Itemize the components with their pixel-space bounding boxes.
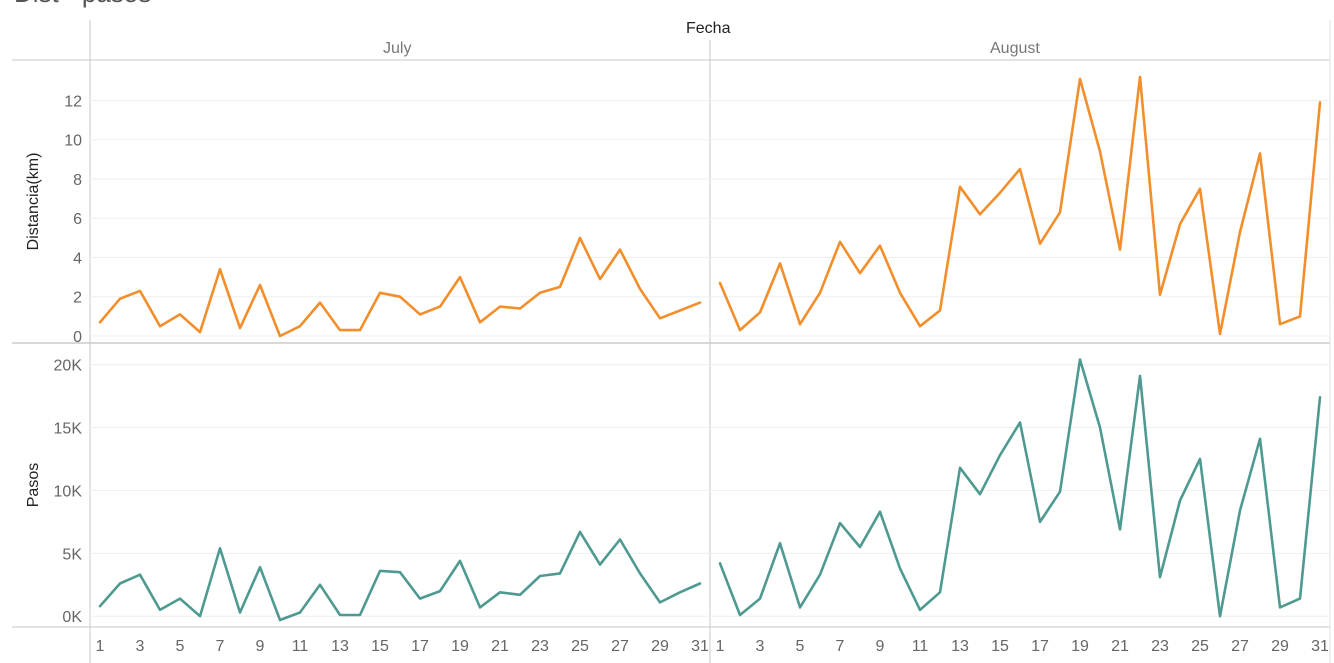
y-tick-label-distanciakm: 12 [64, 93, 82, 110]
x-tick-label-august: 9 [876, 638, 885, 655]
x-tick-label-august: 31 [1311, 638, 1329, 655]
y-tick-label-pasos: 15K [54, 420, 83, 437]
x-tick-label-july: 5 [176, 638, 185, 655]
x-tick-label-august: 11 [912, 638, 929, 655]
x-tick-label-july: 17 [411, 638, 429, 655]
x-tick-label-august: 29 [1271, 638, 1289, 655]
x-tick-label-august: 3 [756, 638, 765, 655]
series-line-distanciakm-july [98, 236, 702, 338]
x-tick-label-july: 13 [331, 638, 349, 655]
x-tick-label-august: 13 [951, 638, 969, 655]
column-header-fecha: Fecha [686, 20, 731, 37]
series-line-pasos-july [98, 530, 702, 622]
x-tick-label-august: 25 [1191, 638, 1209, 655]
y-tick-label-distanciakm: 4 [73, 250, 82, 267]
x-tick-label-july: 19 [451, 638, 469, 655]
y-tick-label-distanciakm: 10 [64, 133, 82, 150]
x-tick-label-august: 15 [991, 638, 1009, 655]
x-tick-label-august: 5 [796, 638, 805, 655]
x-tick-label-august: 19 [1071, 638, 1089, 655]
series-line-distanciakm-august [718, 75, 1322, 336]
x-tick-label-august: 1 [716, 638, 725, 655]
x-tick-label-july: 21 [491, 638, 509, 655]
x-tick-label-july: 29 [651, 638, 669, 655]
y-tick-label-distanciakm: 0 [73, 329, 82, 346]
x-tick-label-august: 17 [1031, 638, 1049, 655]
y-tick-label-distanciakm: 8 [73, 172, 82, 189]
x-tick-label-july: 25 [571, 638, 589, 655]
y-tick-label-pasos: 0K [62, 609, 82, 626]
series-line-pasos-august [718, 358, 1322, 618]
y-tick-label-pasos: 20K [54, 358, 83, 375]
y-tick-label-pasos: 10K [54, 483, 83, 500]
x-tick-label-july: 23 [531, 638, 549, 655]
x-tick-label-july: 3 [136, 638, 145, 655]
x-tick-label-august: 7 [836, 638, 845, 655]
x-tick-label-august: 23 [1151, 638, 1169, 655]
y-axis-title-pasos: Pasos [25, 463, 42, 507]
x-tick-label-august: 27 [1231, 638, 1249, 655]
x-tick-label-july: 1 [96, 638, 105, 655]
x-tick-label-august: 21 [1111, 638, 1129, 655]
x-tick-label-july: 31 [691, 638, 709, 655]
y-tick-label-distanciakm: 2 [73, 290, 82, 307]
month-label-august: August [990, 40, 1040, 57]
x-tick-label-july: 11 [292, 638, 309, 655]
y-tick-label-pasos: 5K [62, 546, 82, 563]
x-tick-label-july: 27 [611, 638, 629, 655]
x-tick-label-july: 9 [256, 638, 265, 655]
y-axis-title-distanciakm: Distancia(km) [25, 153, 42, 251]
x-tick-label-july: 7 [216, 638, 225, 655]
x-tick-label-july: 15 [371, 638, 389, 655]
page-title: Dist - pasos [14, 0, 151, 9]
month-label-july: July [383, 40, 412, 57]
y-tick-label-distanciakm: 6 [73, 211, 82, 228]
